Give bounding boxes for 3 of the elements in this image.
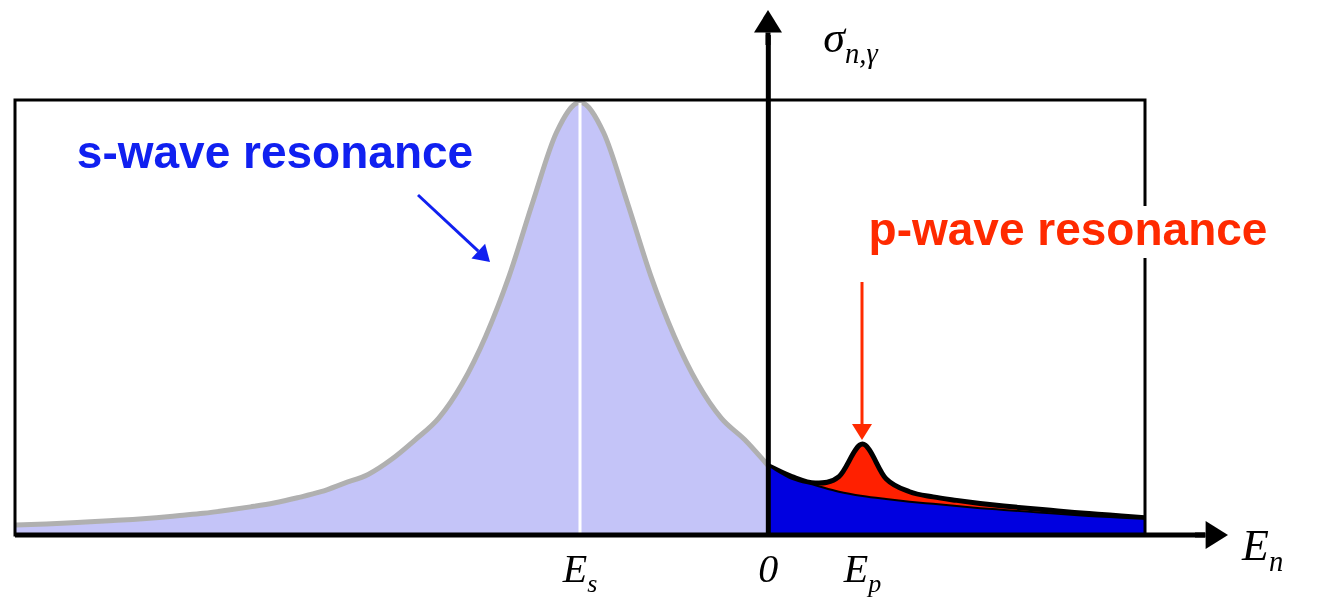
annotation: s-wave resonance: [76, 125, 474, 178]
x-tick-label: 0: [758, 546, 779, 591]
annotation: p-wave resonance: [868, 202, 1268, 255]
